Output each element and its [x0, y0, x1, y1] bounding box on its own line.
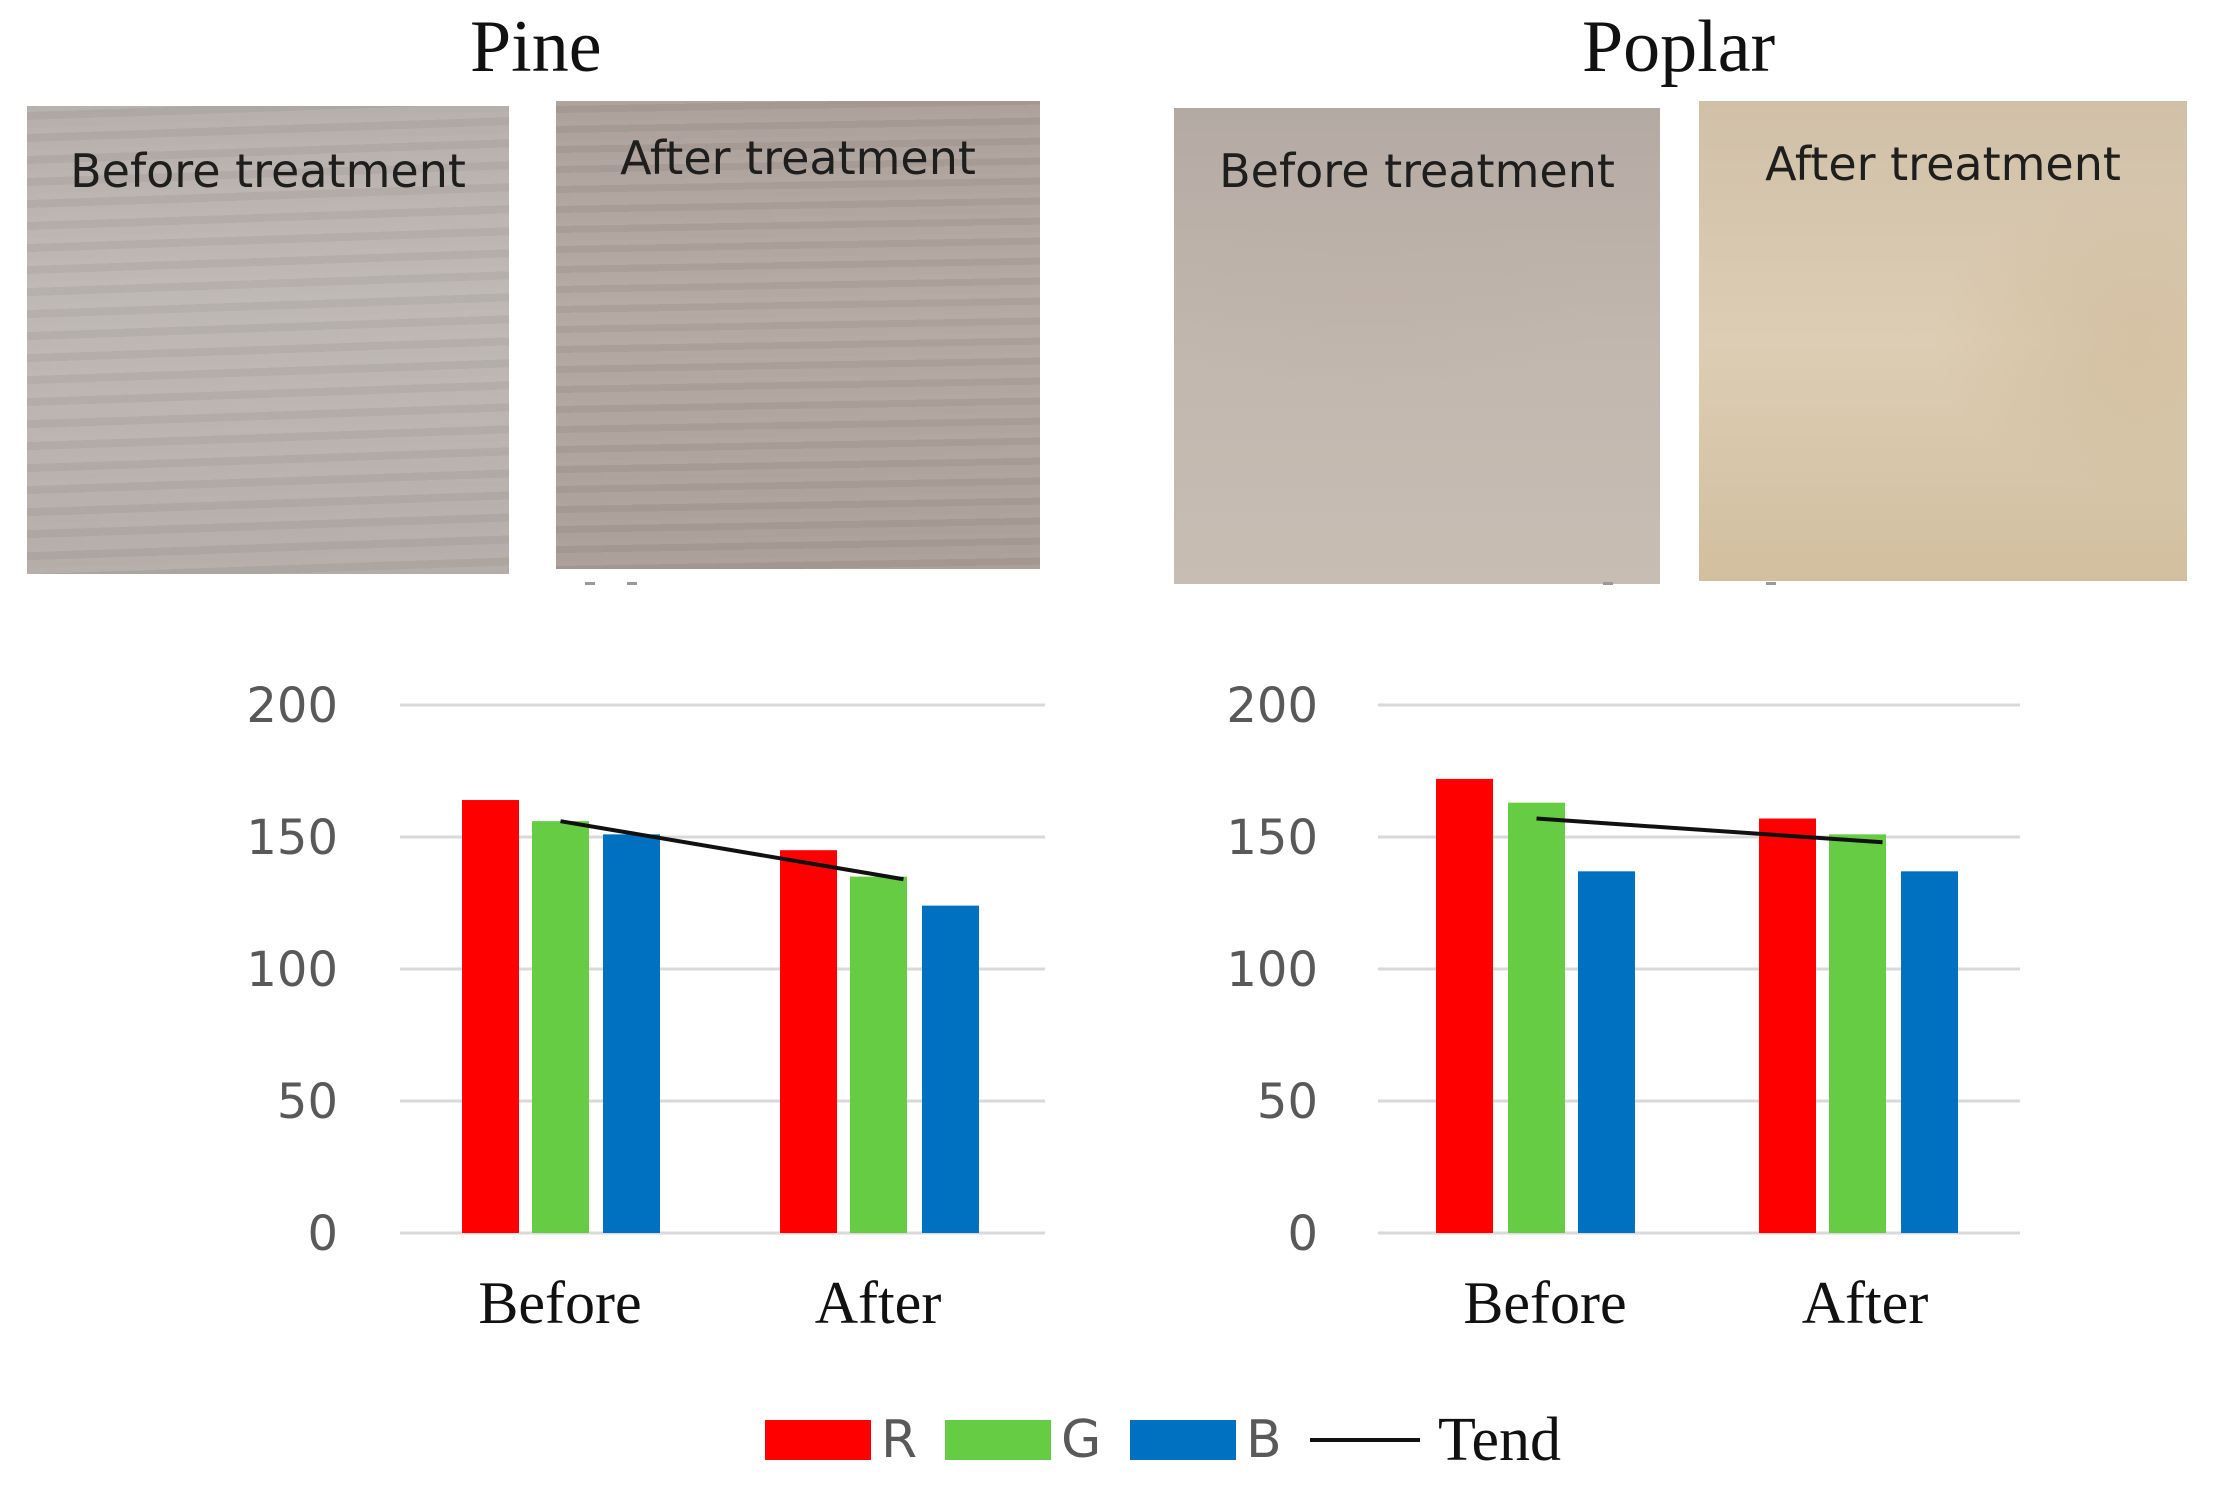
pine-after-caption: After treatment [620, 131, 976, 185]
poplar-before-caption: Before treatment [1219, 144, 1615, 198]
pine-xtick-label: Before [478, 1270, 641, 1336]
crop-mark [627, 582, 637, 585]
poplar-bar-g-after [1829, 834, 1886, 1233]
poplar-after-caption: After treatment [1765, 137, 2121, 191]
legend-item-r: R [765, 1405, 917, 1475]
pine-title: Pine [470, 6, 602, 88]
pine-before-caption: Before treatment [70, 144, 466, 198]
legend-item-b: B [1130, 1405, 1282, 1475]
crop-mark [1603, 582, 1613, 585]
poplar-ytick-label: 200 [1226, 678, 1318, 734]
pine-ytick-label: 200 [246, 678, 338, 734]
crop-mark [1766, 582, 1776, 585]
pine-xtick-label: After [815, 1270, 942, 1336]
poplar-bar-r-before [1436, 778, 1493, 1233]
legend-label-g: G [1061, 1410, 1102, 1470]
legend-item-tend: Tend [1310, 1405, 1561, 1475]
poplar-ytick-label: 100 [1226, 942, 1318, 998]
crop-mark [585, 582, 595, 585]
pine-ytick-label: 150 [246, 810, 338, 866]
pine-before-photo: Before treatment [27, 106, 509, 574]
pine-bar-b-before [603, 834, 660, 1233]
pine-after-photo: After treatment [556, 101, 1040, 569]
pine-bar-g-before [532, 821, 589, 1233]
pine-ytick-label: 100 [246, 942, 338, 998]
pine-bar-r-after [780, 850, 837, 1233]
poplar-xtick-label: Before [1463, 1270, 1626, 1336]
poplar-ytick-label: 0 [1287, 1206, 1318, 1262]
legend-label-tend: Tend [1438, 1405, 1562, 1474]
legend-item-g: G [945, 1405, 1101, 1475]
legend-label-r: R [881, 1410, 918, 1470]
poplar-bar-r-after [1759, 818, 1816, 1233]
poplar-bar-g-before [1508, 802, 1565, 1233]
legend-label-b: B [1246, 1410, 1282, 1470]
legend-swatch-r [765, 1420, 871, 1460]
poplar-bar-b-after [1901, 871, 1958, 1233]
poplar-before-photo: Before treatment [1174, 108, 1660, 584]
pine-ytick-label: 50 [277, 1074, 338, 1130]
poplar-ytick-label: 150 [1226, 810, 1318, 866]
pine-bar-g-after [850, 876, 907, 1233]
poplar-title: Poplar [1582, 6, 1776, 88]
poplar-ytick-label: 50 [1257, 1074, 1318, 1130]
pine-bar-b-after [922, 905, 979, 1233]
pine-bar-r-before [462, 800, 519, 1233]
pine-trend-line [560, 819, 904, 882]
poplar-trend-line [1536, 816, 1883, 845]
pine-ytick-label: 0 [307, 1206, 338, 1262]
poplar-xtick-label: After [1802, 1270, 1929, 1336]
legend-swatch-b [1130, 1420, 1236, 1460]
charts-svg: 0 50 100 150 200 Before After 0 50 100 150 200 Befor… [246, 678, 2020, 1336]
legend-swatch-g [945, 1420, 1051, 1460]
poplar-after-photo: After treatment [1699, 101, 2187, 581]
legend-tend-line [1310, 1438, 1420, 1442]
poplar-bar-b-before [1578, 871, 1635, 1233]
